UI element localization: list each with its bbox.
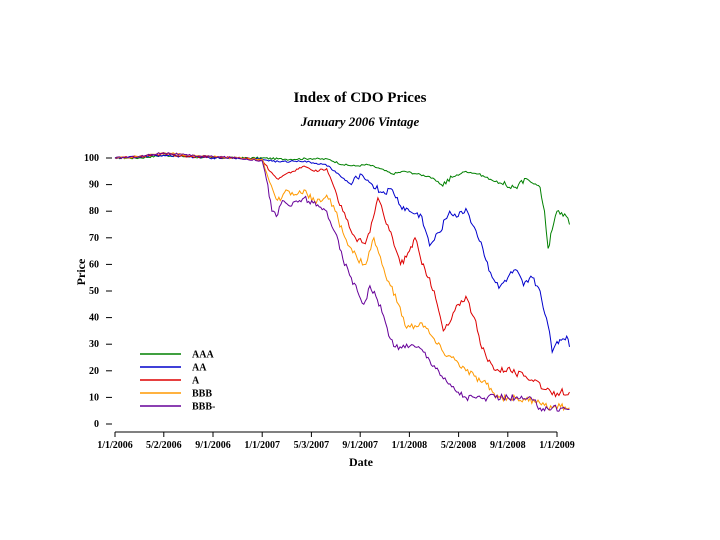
series-line-aaa	[114, 154, 570, 249]
y-tick-label: 80	[89, 206, 99, 217]
series-line-bbb	[114, 152, 570, 412]
y-tick-label: 10	[89, 392, 99, 403]
series-line-bbb-minus	[114, 152, 570, 412]
x-tick-label: 5/2/2008	[441, 440, 477, 451]
y-tick-label: 60	[89, 259, 99, 270]
legend-label: A	[192, 376, 200, 387]
y-tick-label: 20	[89, 366, 99, 377]
y-tick-label: 40	[89, 313, 99, 324]
y-axis-label: Price	[74, 258, 88, 285]
y-tick-label: 90	[89, 180, 99, 191]
x-tick-label: 1/1/2008	[392, 440, 428, 451]
y-tick-label: 0	[94, 419, 99, 430]
x-axis-label: Date	[349, 455, 374, 469]
legend-label: AA	[192, 363, 207, 374]
x-axis: 1/1/2006 5/2/2006 9/1/2006 1/1/2007 5/3/2007…	[97, 431, 575, 451]
y-tick-label: 50	[89, 286, 99, 297]
x-tick-label: 5/3/2007	[294, 440, 330, 451]
y-tick-label: 30	[89, 339, 99, 350]
x-tick-label: 1/1/2009	[539, 440, 575, 451]
y-tick-label: 100	[84, 153, 99, 164]
x-tick-label: 9/1/2008	[490, 440, 526, 451]
legend-label: BBB	[192, 389, 212, 400]
y-axis: 0 10 20 30 40 50 60 70 80 90 100	[84, 153, 112, 430]
legend-label: AAA	[192, 350, 214, 361]
chart-subtitle: January 2006 Vintage	[300, 114, 420, 129]
chart-title: Index of CDO Prices	[294, 90, 427, 106]
x-tick-label: 5/2/2006	[146, 440, 182, 451]
x-tick-label: 9/1/2007	[342, 440, 378, 451]
x-tick-label: 1/1/2006	[97, 440, 133, 451]
series-line-a	[114, 152, 570, 398]
x-tick-label: 9/1/2006	[195, 440, 231, 451]
series-line-aa	[114, 154, 570, 355]
series-lines	[114, 152, 570, 412]
x-tick-label: 1/1/2007	[244, 440, 280, 451]
y-tick-label: 70	[89, 233, 99, 244]
legend-label: BBB-	[192, 402, 215, 413]
